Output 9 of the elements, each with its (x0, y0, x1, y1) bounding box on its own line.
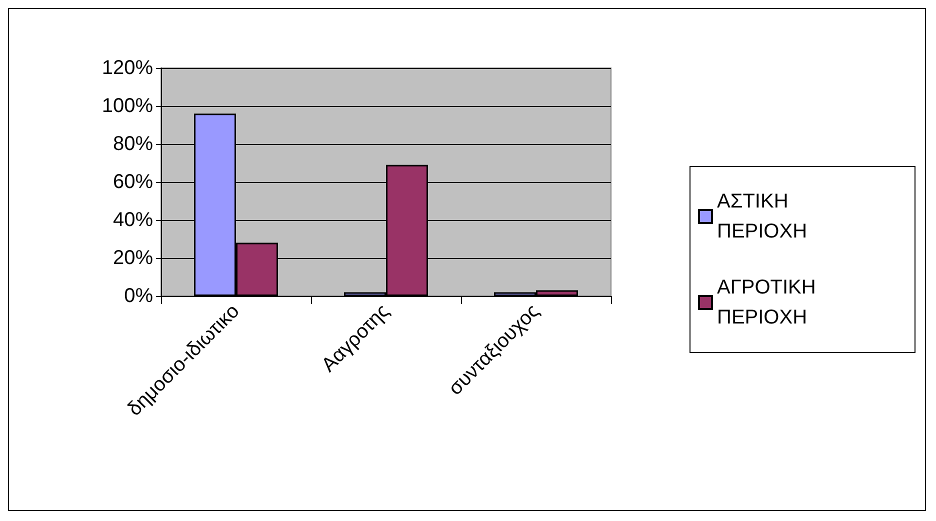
y-tick-label: 100% (102, 95, 154, 117)
y-tick-label: 40% (112, 209, 154, 231)
y-tick-label: 120% (102, 57, 154, 79)
y-tick-label: 80% (112, 133, 154, 155)
legend-label: ΑΣΤΙΚΗ ΠΕΡΙΟΧΗ (717, 190, 808, 242)
y-tick-label: 60% (112, 171, 154, 193)
y-tick-label: 0% (124, 285, 154, 307)
legend-label: ΑΓΡΟΤΙΚΗ ΠΕΡΙΟΧΗ (717, 276, 822, 328)
y-tick-label: 20% (112, 247, 154, 269)
